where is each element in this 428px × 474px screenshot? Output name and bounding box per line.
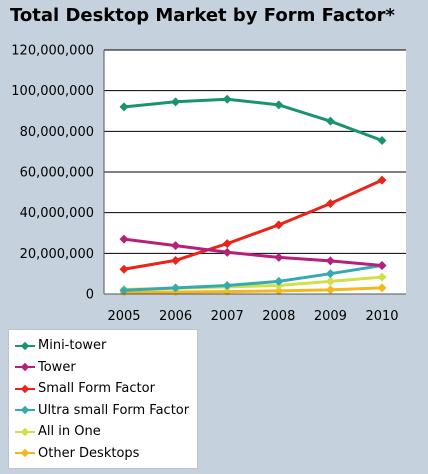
data-point <box>171 97 181 107</box>
legend-swatch <box>15 383 35 395</box>
data-point <box>119 234 129 244</box>
data-point <box>377 272 387 282</box>
legend-swatch <box>15 340 35 352</box>
y-tick-label: 0 <box>86 288 94 303</box>
legend-item: Other Desktops <box>9 443 197 465</box>
legend-swatch <box>15 404 35 416</box>
data-point <box>325 269 335 279</box>
data-point <box>325 256 335 266</box>
data-point <box>274 100 284 110</box>
data-point <box>325 116 335 126</box>
series-line <box>123 264 383 292</box>
x-axis-tick-labels: 2005 2006 2007 2008 2009 2010 <box>107 309 398 324</box>
data-point <box>325 199 335 209</box>
series-mini-tower <box>119 94 387 145</box>
x-tick-label: 2010 <box>365 309 398 324</box>
series-line <box>123 286 383 294</box>
y-tick-label: 100,000,000 <box>11 84 94 99</box>
y-tick-label: 20,000,000 <box>20 247 94 262</box>
y-tick-label: 60,000,000 <box>20 166 94 181</box>
legend-label: Tower <box>38 359 76 375</box>
data-point <box>377 175 387 185</box>
x-tick-label: 2008 <box>262 309 295 324</box>
y-tick-label: 80,000,000 <box>20 125 94 140</box>
legend-swatch <box>15 447 35 459</box>
data-point <box>274 286 284 296</box>
data-point <box>119 264 129 274</box>
x-tick-label: 2006 <box>159 309 192 324</box>
y-tick-label: 120,000,000 <box>11 44 94 59</box>
x-tick-label: 2005 <box>107 309 140 324</box>
data-point <box>119 285 129 295</box>
series-line <box>123 178 383 271</box>
data-point <box>222 280 232 290</box>
legend-item: Mini-tower <box>9 335 197 357</box>
data-point <box>377 261 387 271</box>
data-point <box>171 255 181 265</box>
series-small-form-factor <box>119 175 387 274</box>
x-tick-label: 2009 <box>314 309 347 324</box>
data-point <box>222 239 232 249</box>
legend-label: Mini-tower <box>38 338 107 354</box>
data-point <box>377 135 387 145</box>
data-point <box>222 94 232 104</box>
legend-label: Small Form Factor <box>38 381 155 397</box>
data-point <box>171 241 181 251</box>
data-point <box>377 283 387 293</box>
data-point <box>325 276 335 286</box>
series-ultra-small-form-factor <box>119 261 387 295</box>
y-tick-label: 40,000,000 <box>20 206 94 221</box>
x-tick-label: 2007 <box>211 309 244 324</box>
legend-swatch <box>15 361 35 373</box>
series-layer <box>119 94 387 297</box>
y-axis-tick-labels: 0 20,000,000 40,000,000 60,000,000 80,000,00… <box>11 44 94 303</box>
legend-label: Other Desktops <box>38 445 140 461</box>
data-point <box>171 283 181 293</box>
legend-label: Ultra small Form Factor <box>38 402 190 418</box>
chart-legend: Mini-tower Tower Small Form Factor Ultra sm… <box>8 329 198 469</box>
data-point <box>274 276 284 286</box>
chart-title: Total Desktop Market by Form Factor* <box>10 5 395 26</box>
line-chart: 0 20,000,000 40,000,000 60,000,000 80,000,00… <box>11 44 406 324</box>
legend-item: Small Form Factor <box>9 378 197 400</box>
series-tower <box>119 234 387 271</box>
legend-label: All in One <box>38 424 101 440</box>
legend-swatch <box>15 426 35 438</box>
legend-item: Ultra small Form Factor <box>9 400 197 422</box>
data-point <box>274 252 284 262</box>
data-point <box>222 247 232 257</box>
legend-item: All in One <box>9 421 197 443</box>
data-point <box>274 220 284 230</box>
data-point <box>325 285 335 295</box>
series-line <box>123 97 383 142</box>
data-point <box>119 102 129 112</box>
series-line <box>123 237 383 267</box>
legend-item: Tower <box>9 357 197 379</box>
